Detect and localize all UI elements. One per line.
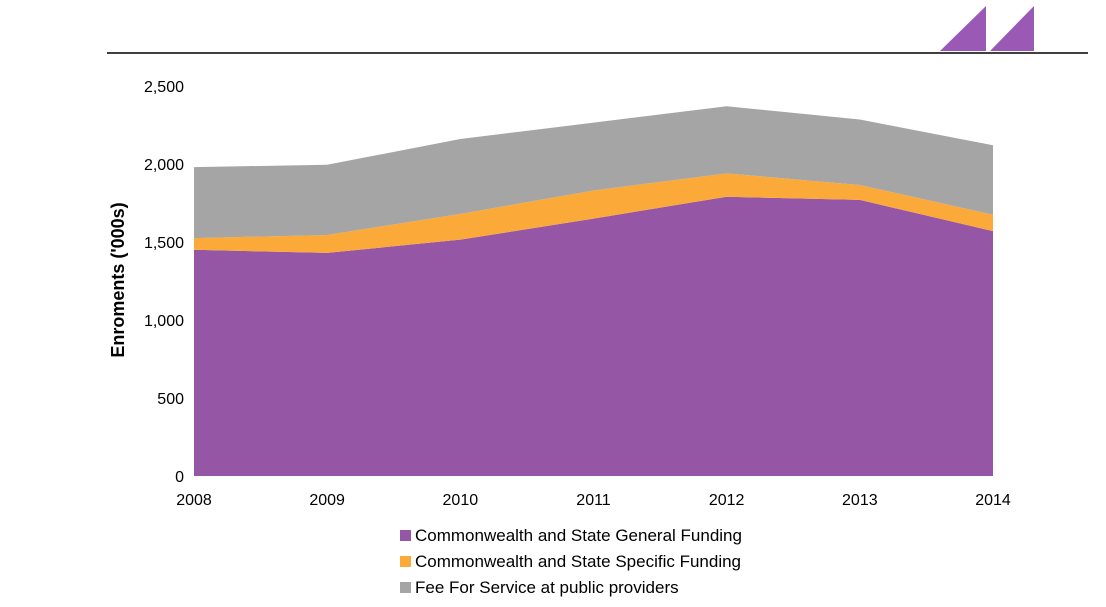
double-triangle-logo-icon bbox=[940, 6, 1034, 51]
x-tick-label: 2010 bbox=[443, 492, 479, 509]
area-series-3 bbox=[194, 106, 993, 239]
y-axis-title: Enroments ('000s) bbox=[108, 202, 128, 357]
y-axis: 0 500 1,000 1,500 2,000 2,500 bbox=[144, 79, 184, 486]
x-tick-label: 2013 bbox=[842, 492, 878, 509]
x-tick-label: 2014 bbox=[975, 492, 1011, 509]
legend-item: Commonwealth and State General Funding bbox=[400, 526, 742, 545]
y-tick-label: 2,000 bbox=[144, 157, 184, 174]
x-tick-label: 2008 bbox=[176, 492, 212, 509]
legend-item: Fee For Service at public providers bbox=[400, 578, 679, 597]
y-tick-label: 500 bbox=[157, 391, 184, 408]
legend-label: Fee For Service at public providers bbox=[415, 578, 679, 597]
legend-item: Commonwealth and State Specific Funding bbox=[400, 552, 741, 571]
y-tick-label: 1,000 bbox=[144, 313, 184, 330]
y-tick-label: 2,500 bbox=[144, 79, 184, 96]
area-series-1 bbox=[194, 196, 993, 476]
area-series-group bbox=[194, 106, 993, 476]
x-tick-label: 2012 bbox=[709, 492, 745, 509]
legend-label: Commonwealth and State General Funding bbox=[415, 526, 742, 545]
legend-swatch bbox=[400, 530, 411, 541]
legend-swatch bbox=[400, 582, 411, 593]
area-series-2 bbox=[194, 173, 993, 253]
x-tick-label: 2009 bbox=[309, 492, 345, 509]
y-tick-label: 1,500 bbox=[144, 235, 184, 252]
y-tick-label: 0 bbox=[175, 469, 184, 486]
legend: Commonwealth and State General Funding Co… bbox=[400, 526, 742, 597]
x-axis: 2008 2009 2010 2011 2012 2013 2014 bbox=[176, 492, 1011, 509]
legend-swatch bbox=[400, 556, 411, 567]
x-tick-label: 2011 bbox=[576, 492, 611, 509]
legend-label: Commonwealth and State Specific Funding bbox=[415, 552, 741, 571]
